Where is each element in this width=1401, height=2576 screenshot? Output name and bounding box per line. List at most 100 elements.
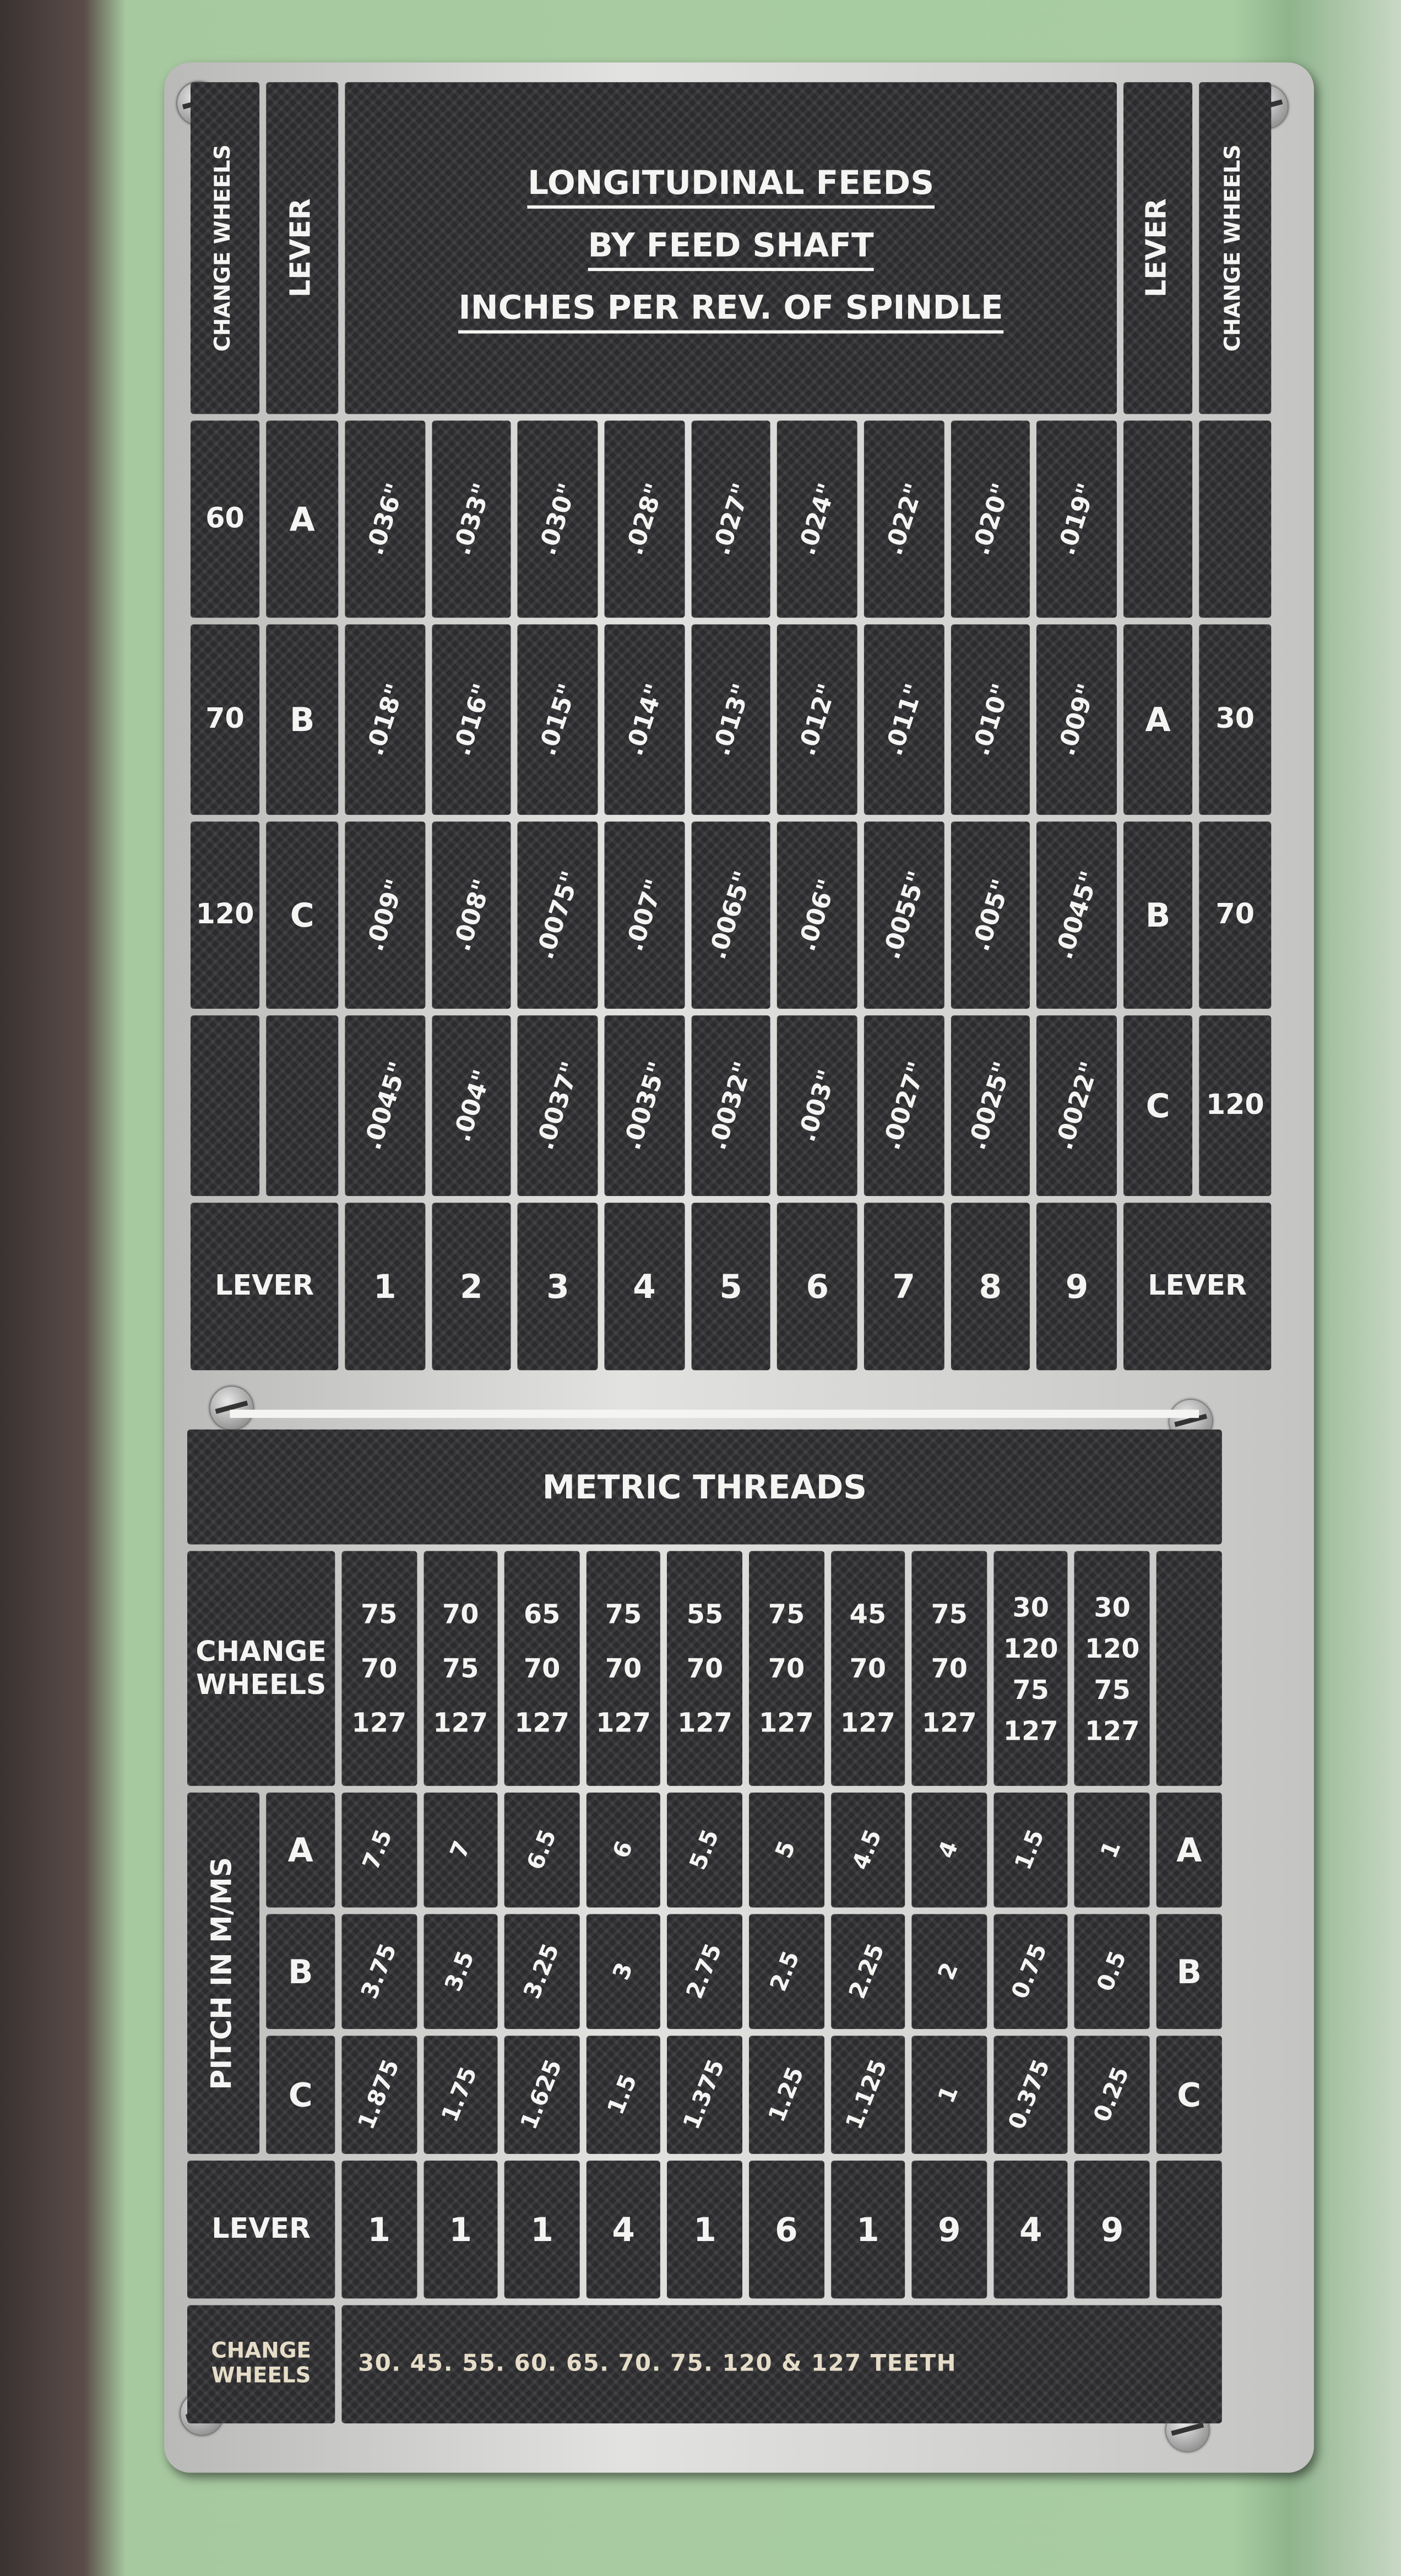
feed-value: .008" bbox=[431, 821, 512, 1009]
lever-label-text: LEVER bbox=[285, 198, 318, 298]
feed-value-text: .0045" bbox=[1049, 867, 1105, 963]
lever-position-text: 4 bbox=[612, 2210, 635, 2249]
pitch-value: 7.5 bbox=[341, 1792, 417, 1908]
pitch-value: 2.25 bbox=[830, 1914, 905, 2030]
lever-letter-text: A bbox=[289, 499, 315, 539]
lever-letter-text: A bbox=[1145, 700, 1171, 740]
feed-value: .019" bbox=[1036, 420, 1117, 618]
pitch-value-text: 5.5 bbox=[685, 1826, 725, 1874]
lever-position: 6 bbox=[748, 2160, 824, 2299]
feed-value: .0025" bbox=[950, 1015, 1030, 1197]
lever-letter-text: A bbox=[1176, 1830, 1202, 1870]
change-wheel-count: 60 bbox=[190, 420, 260, 618]
lever-position-text: 5 bbox=[719, 1267, 742, 1307]
pitch-value: 1.75 bbox=[423, 2036, 498, 2154]
feed-value: .0035" bbox=[604, 1015, 685, 1197]
lever-letter-text: B bbox=[1176, 1952, 1202, 1991]
gear-teeth: 70 bbox=[768, 1653, 805, 1684]
pitch-value-text: 1.5 bbox=[604, 2071, 644, 2119]
pitch-value: 1.875 bbox=[341, 2036, 417, 2154]
pitch-value: 6.5 bbox=[504, 1792, 580, 1908]
feed-value: .006" bbox=[777, 821, 857, 1009]
gear-teeth: 70 bbox=[686, 1653, 724, 1684]
feed-value-text: .018" bbox=[359, 680, 411, 760]
lever-position-text: 1 bbox=[856, 2210, 879, 2249]
feed-value-text: .003" bbox=[792, 1066, 843, 1146]
lever-letter: C bbox=[1156, 2036, 1222, 2154]
pitch-value-text: 1.5 bbox=[1011, 1826, 1051, 1874]
pitch-value: 1.5 bbox=[586, 2036, 661, 2154]
feed-value-text: .0065" bbox=[703, 867, 759, 963]
feed-value-text: .0027" bbox=[876, 1058, 932, 1154]
feed-value: .0075" bbox=[518, 821, 598, 1009]
lever-position-text: 6 bbox=[775, 2210, 798, 2249]
pitch-value: 7 bbox=[423, 1792, 498, 1908]
lever-position: 9 bbox=[911, 2160, 987, 2299]
change-wheel-count-text: 70 bbox=[205, 703, 245, 737]
change-wheel-set: 65 70 127 bbox=[504, 1551, 580, 1786]
lever-letter: B bbox=[266, 624, 339, 815]
lever-position-text: 3 bbox=[546, 1267, 569, 1307]
lever-letter: B bbox=[266, 1914, 335, 2030]
change-wheel-set: 75 70 127 bbox=[341, 1551, 417, 1786]
lever-letter: C bbox=[1123, 1015, 1193, 1197]
change-wheels-label-text: CHANGE WHEELS bbox=[211, 144, 236, 352]
change-wheel-count: 120 bbox=[1199, 1015, 1272, 1197]
lever-position: 6 bbox=[777, 1203, 857, 1371]
pitch-value-text: 2 bbox=[934, 1959, 965, 1984]
feed-value-text: .027" bbox=[705, 479, 757, 559]
gear-teeth: 30 bbox=[1012, 1591, 1049, 1623]
pitch-value-text: 1 bbox=[1097, 1837, 1128, 1863]
feed-value: .033" bbox=[431, 420, 512, 618]
gear-teeth: 70 bbox=[849, 1653, 887, 1684]
lever-position: 4 bbox=[993, 2160, 1068, 2299]
feed-value: .005" bbox=[950, 821, 1030, 1009]
feed-value: .016" bbox=[431, 624, 512, 815]
lever-position-text: 7 bbox=[892, 1267, 916, 1307]
gear-teeth: 127 bbox=[1084, 1714, 1140, 1746]
feed-value-text: .012" bbox=[792, 680, 843, 760]
lever-letter-text: C bbox=[1177, 2075, 1202, 2115]
feeds-title-line: INCHES PER REV. OF SPINDLE bbox=[458, 288, 1003, 334]
lever-position-text: 9 bbox=[938, 2210, 961, 2249]
pitch-value: 0.75 bbox=[993, 1914, 1068, 2030]
change-wheels-label: CHANGE WHEELS bbox=[187, 2305, 335, 2424]
lever-position: 3 bbox=[518, 1203, 598, 1371]
feed-value: .0055" bbox=[864, 821, 944, 1009]
pitch-value: 2.75 bbox=[667, 1914, 742, 2030]
change-wheel-set: 30 120 75 127 bbox=[1074, 1551, 1150, 1786]
longitudinal-feeds-table: CHANGE WHEELS LEVER LONGITUDINAL FEEDS BY F… bbox=[190, 82, 1272, 1371]
pitch-value: 3.25 bbox=[504, 1914, 580, 2030]
feed-value: .009" bbox=[1036, 624, 1117, 815]
feed-value: .018" bbox=[345, 624, 425, 815]
lever-letter-text: A bbox=[287, 1830, 313, 1870]
feed-value-text: .0025" bbox=[962, 1058, 1019, 1154]
gear-teeth: 75 bbox=[605, 1598, 642, 1630]
change-wheels-label-text: CHANGE WHEELS bbox=[1221, 144, 1247, 352]
pitch-value: 2.5 bbox=[748, 1914, 824, 2030]
available-gears-text: 30. 45. 55. 60. 65. 70. 75. 120 & 127 TE… bbox=[341, 2305, 1222, 2424]
lever-position: 1 bbox=[830, 2160, 905, 2299]
lever-label: LEVER bbox=[1123, 82, 1193, 414]
lever-position: 8 bbox=[950, 1203, 1030, 1371]
feed-value: .0027" bbox=[864, 1015, 944, 1197]
pitch-value: 0.375 bbox=[993, 2036, 1068, 2154]
pitch-value: 3.5 bbox=[423, 1914, 498, 2030]
pitch-value: 5.5 bbox=[667, 1792, 742, 1908]
feeds-title: LONGITUDINAL FEEDS BY FEED SHAFT INCHES PE… bbox=[345, 82, 1117, 414]
change-wheels-label-text: CHANGE WHEELS bbox=[211, 2339, 312, 2389]
pitch-value: 1.625 bbox=[504, 2036, 580, 2154]
feed-value: .022" bbox=[864, 420, 944, 618]
lever-letter: C bbox=[266, 2036, 335, 2154]
feed-value-text: .020" bbox=[965, 479, 1016, 559]
feed-value-text: .010" bbox=[965, 680, 1016, 760]
gear-teeth: 70 bbox=[931, 1653, 968, 1684]
feed-value: .0022" bbox=[1036, 1015, 1117, 1197]
lever-position-text: 6 bbox=[806, 1267, 829, 1307]
change-wheels-label: CHANGE WHEELS bbox=[190, 82, 260, 414]
feed-value-text: .011" bbox=[878, 680, 930, 760]
lever-label-text: LEVER bbox=[211, 2213, 311, 2246]
feed-value-text: .036" bbox=[359, 479, 411, 559]
metric-title-text: METRIC THREADS bbox=[542, 1467, 867, 1507]
